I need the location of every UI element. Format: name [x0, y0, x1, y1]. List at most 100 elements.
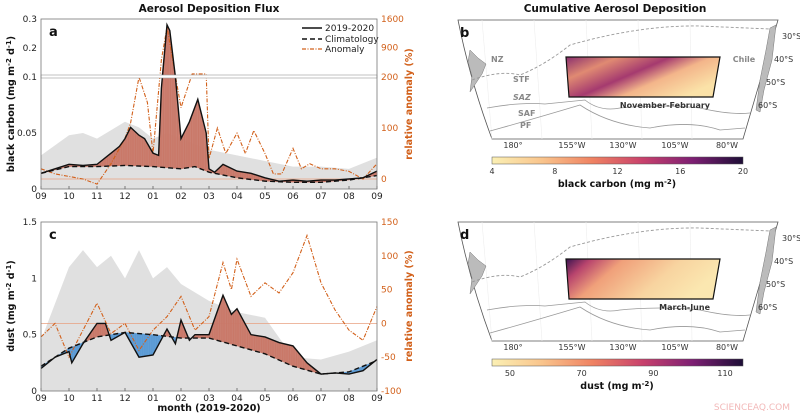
- right-title: Cumulative Aerosol Deposition: [524, 3, 707, 15]
- colorbar-tick-label: 110: [717, 369, 732, 378]
- x-tick-label: 04: [231, 192, 243, 202]
- panel-c-ylabel: dust (mg m-2 d-1): [5, 260, 17, 351]
- y-tick-label: 0.3: [23, 15, 37, 25]
- x-tick-label: 12: [119, 394, 130, 404]
- y-tick-label: 0.1: [23, 73, 37, 83]
- front-label-stf: STF: [513, 75, 530, 84]
- watermark: SCIENCEAQ.COM: [714, 403, 790, 413]
- colorbar-tick-label: 4: [489, 167, 494, 176]
- panel-letter: b: [460, 26, 469, 41]
- colorbar-label-sup: -2: [642, 380, 650, 388]
- longitude-label: 155°W: [558, 141, 585, 150]
- colorbar-tick-label: 20: [738, 167, 748, 176]
- left-title: Aerosol Deposition Flux: [139, 3, 280, 15]
- y2-tick-label: 150: [381, 218, 398, 228]
- colorbar-tick-label: 50: [505, 369, 515, 378]
- colorbar-label: dust (mg m-2): [580, 380, 653, 392]
- latitude-label: 30°S: [782, 234, 800, 243]
- longitude-label: 80°W: [716, 141, 738, 150]
- axis-break: [41, 75, 377, 78]
- panel-c-xlabel: month (2019-2020): [157, 403, 260, 414]
- colorbar: [492, 157, 743, 164]
- latitude-label: 40°S: [774, 257, 793, 266]
- panel-c-y2label: relative anomaly (%): [404, 250, 415, 362]
- longitude-label: 130°W: [609, 343, 636, 352]
- y-tick-label: 1: [31, 274, 37, 284]
- legend-observed-label: 2019-2020: [325, 24, 374, 34]
- colorbar-label-text: black carbon (mg m: [558, 179, 664, 190]
- colorbar-tick-label: 8: [552, 167, 557, 176]
- x-tick-label: 07: [315, 394, 326, 404]
- longitude-label: 180°: [503, 343, 522, 352]
- x-tick-label: 12: [119, 192, 130, 202]
- colorbar-label-text: dust (mg m: [580, 381, 641, 392]
- longitude-label: 105°W: [661, 343, 688, 352]
- longitude-label: 130°W: [609, 141, 636, 150]
- y-tick-label: 0: [31, 387, 37, 397]
- panel-c-letter: c: [49, 228, 57, 243]
- colorbar-label-end: ): [649, 381, 653, 392]
- legend-climatology-label: Climatology: [325, 35, 379, 45]
- longitude-label: 105°W: [661, 141, 688, 150]
- panel-a-ylabel: black carbon (mg m-2 d-1): [5, 36, 17, 172]
- deposition-heatmap: [566, 259, 720, 299]
- x-tick-label: 09: [35, 394, 47, 404]
- y2-tick-label: 0: [381, 175, 387, 185]
- period-label: November-February: [620, 101, 711, 110]
- y2-tick-label: -50: [381, 353, 396, 363]
- latitude-label: 50°S: [766, 78, 785, 87]
- colorbar-label-end: ): [672, 179, 676, 190]
- y2-tick-label: 200: [381, 73, 398, 83]
- legend: 2019-2020 Climatology Anomaly: [302, 24, 379, 55]
- colorbar-tick-label: 16: [675, 167, 685, 176]
- y2-tick-label: 100: [381, 124, 398, 134]
- y-tick-label: 0.2: [23, 44, 37, 54]
- x-tick-label: 09: [371, 192, 383, 202]
- colorbar: [492, 359, 743, 366]
- deposition-heatmap: [566, 57, 720, 97]
- latitude-label: 60°S: [758, 101, 777, 110]
- latitude-label: 30°S: [782, 32, 800, 41]
- y2-tick-label: 100: [381, 252, 398, 262]
- colorbar-tick-label: 70: [577, 369, 587, 378]
- panel-b-black-carbon-map: b November-February 30°S 40°S 50°S 60°S 180° 15…: [458, 20, 800, 190]
- legend-anomaly-label: Anomaly: [325, 45, 365, 55]
- y-tick-label: 1.5: [23, 218, 37, 228]
- y2-tick-label: 0: [381, 319, 387, 329]
- latitude-label: 50°S: [766, 280, 785, 289]
- x-tick-label: 02: [175, 192, 186, 202]
- panel-d-dust-map: d March-June 30°S 40°S 50°S 60°S 180° 155°W 130°…: [458, 222, 800, 392]
- y-tick-label: 0.05: [17, 129, 37, 139]
- colorbar-tick-label: 12: [612, 167, 622, 176]
- panel-a-letter: a: [49, 25, 58, 40]
- x-tick-label: 08: [343, 192, 355, 202]
- latitude-label: 40°S: [774, 55, 793, 64]
- panel-a-y2label: relative anomaly (%): [404, 48, 415, 160]
- panel-letter: d: [460, 228, 469, 243]
- x-tick-label: 05: [259, 192, 270, 202]
- x-tick-label: 06: [287, 192, 299, 202]
- range-shading: [41, 250, 377, 391]
- x-tick-label: 09: [35, 192, 47, 202]
- longitude-label: 80°W: [716, 343, 738, 352]
- longitude-label: 155°W: [558, 343, 585, 352]
- latitude-label: 60°S: [758, 303, 777, 312]
- x-tick-label: 06: [287, 394, 299, 404]
- front-label-saf: SAF: [518, 109, 535, 118]
- x-tick-label: 07: [315, 192, 326, 202]
- colorbar-label-sup: -2: [664, 178, 672, 186]
- x-tick-label: 01: [147, 192, 158, 202]
- front-label-pf: PF: [520, 121, 531, 130]
- x-tick-label: 03: [203, 192, 214, 202]
- longitude-label: 180°: [503, 141, 522, 150]
- x-tick-label: 10: [63, 192, 75, 202]
- colorbar-tick-label: 90: [648, 369, 658, 378]
- place-label-nz: NZ: [491, 55, 504, 64]
- period-label: March-June: [659, 303, 710, 312]
- y2-tick-label: 50: [381, 286, 393, 296]
- place-label-chile: Chile: [733, 55, 756, 64]
- x-tick-label: 05: [259, 394, 270, 404]
